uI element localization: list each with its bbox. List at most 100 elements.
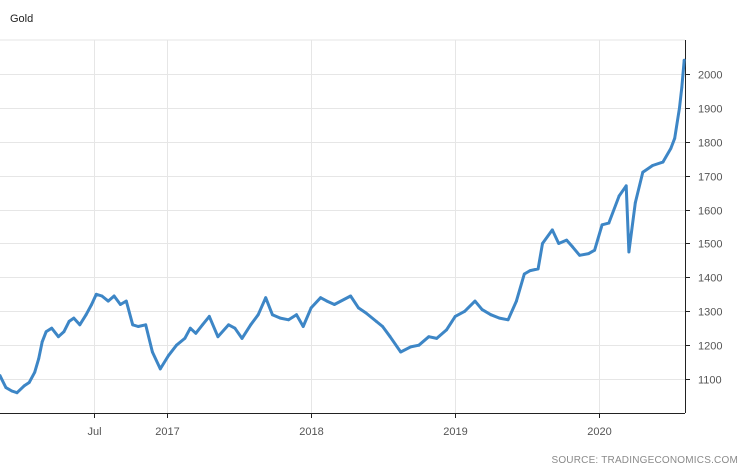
data-point <box>0 374 2 378</box>
data-point <box>453 315 457 318</box>
y-tick-label: 1700 <box>698 172 722 184</box>
data-point <box>489 313 493 317</box>
x-tick-label: 2017 <box>155 426 179 438</box>
data-point <box>617 194 621 198</box>
data-point <box>578 253 581 257</box>
chart-title: Gold <box>10 13 34 25</box>
data-point <box>94 292 98 296</box>
data-point <box>680 86 684 89</box>
data-point <box>216 335 220 339</box>
data-point <box>565 238 568 242</box>
data-point <box>661 160 665 164</box>
data-point <box>4 386 8 389</box>
data-point <box>33 370 37 374</box>
data-point <box>633 201 637 205</box>
data-point <box>144 323 148 327</box>
data-point <box>167 354 171 357</box>
data-point <box>480 308 484 311</box>
data-point <box>256 313 260 317</box>
data-point <box>536 267 540 271</box>
data-point <box>325 299 329 303</box>
y-tick-label: 1400 <box>698 273 722 285</box>
data-point <box>233 326 237 330</box>
series-group <box>0 58 686 395</box>
data-point <box>678 106 681 110</box>
data-point <box>136 325 140 328</box>
y-axis-ticks: 1100 1200 1300 1400 1500 1600 1700 1800 1900 2000 <box>685 70 722 387</box>
data-point <box>227 323 231 327</box>
y-tick-label: 1800 <box>698 138 722 150</box>
data-point <box>522 272 526 276</box>
data-point <box>175 343 178 347</box>
y-tick-label: 1200 <box>698 341 722 353</box>
data-point <box>78 323 82 327</box>
data-point <box>515 299 518 303</box>
data-point <box>295 313 298 317</box>
x-axis-ticks: Jul 2017 2018 2019 2020 <box>87 413 612 438</box>
data-point <box>669 147 673 150</box>
data-point <box>445 328 448 332</box>
data-point <box>333 303 336 306</box>
data-point <box>183 337 187 340</box>
data-point <box>473 299 477 303</box>
data-point <box>571 245 574 249</box>
data-point <box>119 303 122 306</box>
data-point <box>641 170 645 174</box>
data-point <box>374 320 378 323</box>
data-point <box>417 343 421 347</box>
data-point <box>67 320 71 323</box>
data-point <box>309 306 313 310</box>
x-tick-label: 2018 <box>299 426 323 438</box>
axes <box>0 40 686 414</box>
y-tick-label: 1300 <box>698 307 722 319</box>
data-point <box>158 367 162 371</box>
data-point <box>271 313 274 317</box>
y-tick-label: 1600 <box>698 206 722 218</box>
data-point <box>364 311 368 315</box>
data-point <box>57 335 60 339</box>
data-point <box>550 228 554 232</box>
data-point <box>151 350 154 354</box>
data-point <box>44 330 48 333</box>
data-point <box>427 335 431 339</box>
data-point <box>600 223 604 227</box>
data-point <box>240 337 244 340</box>
data-point <box>506 318 510 322</box>
data-point <box>435 337 439 340</box>
data-point <box>287 318 290 322</box>
data-point <box>388 335 392 339</box>
data-point <box>194 331 198 335</box>
x-tick-label: 2019 <box>443 426 467 438</box>
data-point <box>624 184 628 188</box>
y-tick-label: 1100 <box>698 375 722 387</box>
data-point <box>15 391 19 395</box>
data-point <box>62 330 66 333</box>
data-point <box>207 315 211 318</box>
x-tick-label: 2020 <box>587 426 611 438</box>
data-point <box>124 299 128 303</box>
data-point <box>399 350 403 354</box>
series-line <box>0 58 686 395</box>
data-point <box>381 325 384 328</box>
data-point <box>112 294 116 298</box>
data-point <box>409 345 412 349</box>
data-point <box>100 294 104 298</box>
data-point <box>106 299 110 303</box>
data-point <box>682 58 686 62</box>
data-point <box>557 242 561 245</box>
data-point <box>249 323 253 327</box>
data-point <box>627 250 631 254</box>
data-point <box>607 221 611 225</box>
data-point <box>201 323 204 327</box>
data-point <box>357 306 360 310</box>
data-point <box>301 325 305 328</box>
data-point <box>131 323 135 327</box>
y-tick-label: 2000 <box>698 70 722 82</box>
y-tick-label: 1500 <box>698 239 722 251</box>
data-point <box>37 357 41 361</box>
data-point <box>541 242 544 245</box>
data-point <box>593 248 596 252</box>
data-point <box>349 294 352 298</box>
data-point <box>528 269 532 272</box>
